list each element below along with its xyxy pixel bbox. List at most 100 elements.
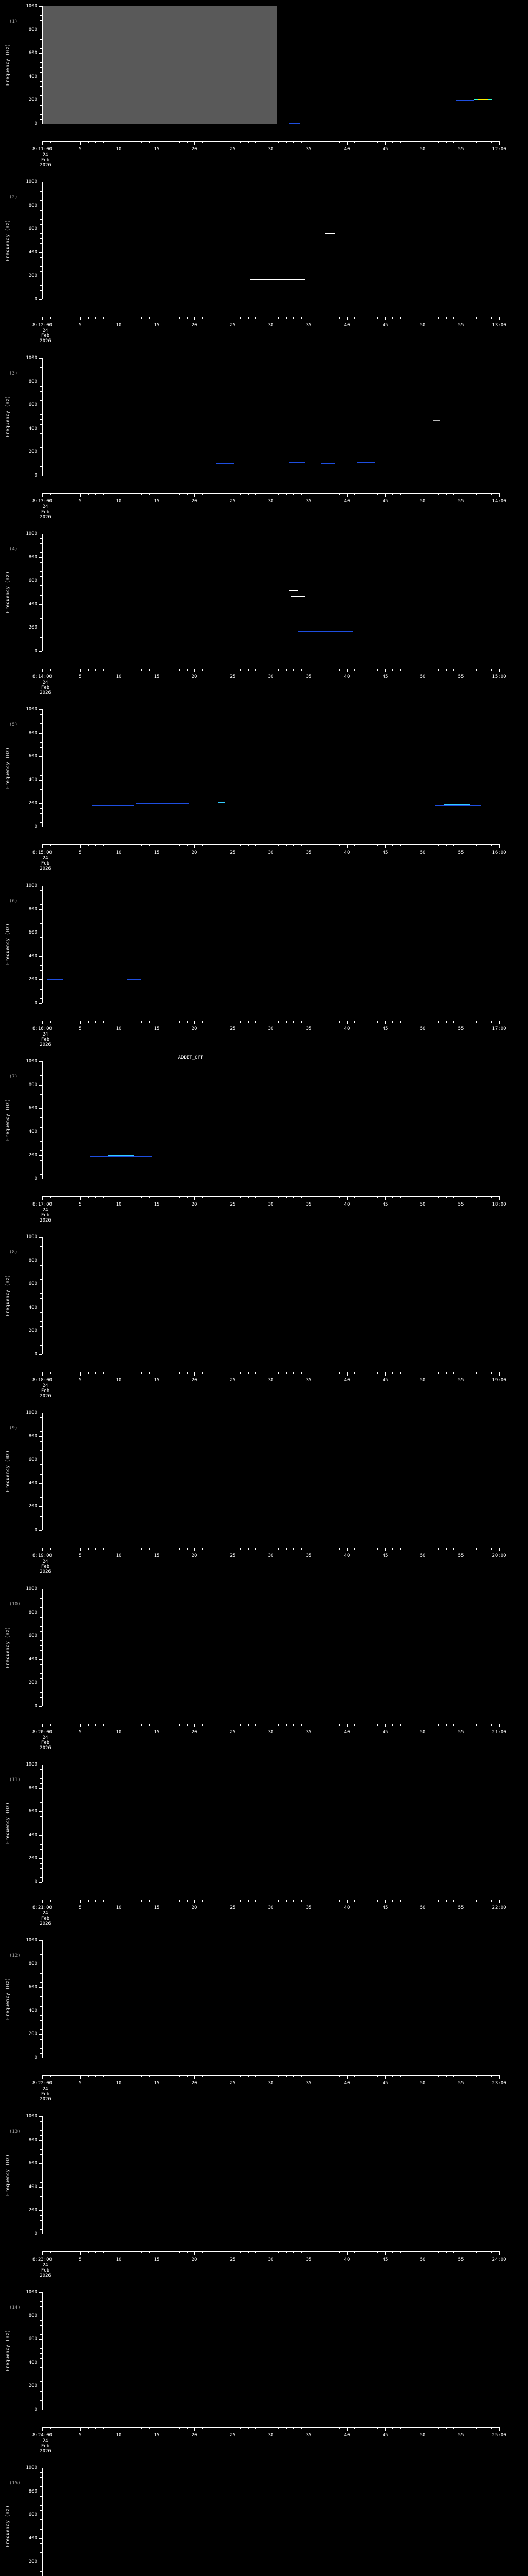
y-tick-minor [40, 1474, 42, 1475]
y-tick-minor [40, 562, 42, 563]
x-tick-label: 40 [344, 2257, 350, 2262]
y-tick-label: 0 [34, 297, 37, 302]
y-tick-major [39, 651, 42, 652]
spectrogram-trace [298, 631, 353, 632]
x-tick-minor [50, 1548, 51, 1550]
x-tick-major [385, 844, 386, 848]
x-tick-minor [476, 317, 477, 319]
y-tick-label: 400 [28, 1481, 37, 1486]
x-tick-label: 15 [154, 1026, 160, 1031]
x-tick-major [80, 844, 81, 848]
y-tick-minor [40, 119, 42, 120]
x-tick-minor [240, 1900, 241, 1902]
x-tick-label: 50 [420, 850, 426, 855]
x-tick-label: 5 [79, 1905, 82, 1910]
x-tick-minor [301, 2251, 302, 2253]
y-tick-label: 400 [28, 250, 37, 255]
x-axis-date-stack: 24 Feb 2026 [40, 152, 51, 168]
y-tick-minor [40, 39, 42, 40]
x-tick-label: 14:00 [492, 499, 506, 504]
date-month: Feb [41, 1213, 50, 1218]
y-tick-minor [40, 114, 42, 115]
y-tick-minor [40, 1127, 42, 1128]
y-tick-major [39, 604, 42, 605]
x-tick-minor [202, 2075, 203, 2077]
x-tick-minor [446, 1372, 447, 1374]
x-tick-minor [278, 2075, 279, 2077]
y-tick-minor [40, 1265, 42, 1266]
y-tick-minor [40, 1497, 42, 1498]
x-tick-minor [255, 844, 256, 846]
x-tick-minor [248, 1021, 249, 1023]
y-tick-minor [40, 998, 42, 999]
x-tick-minor [240, 141, 241, 143]
x-tick-major [194, 493, 195, 497]
x-tick-label: 25 [229, 147, 236, 152]
x-tick-minor [95, 317, 96, 319]
x-tick-minor [187, 317, 188, 319]
x-tick-minor [179, 1196, 180, 1198]
x-tick-label: 5 [79, 850, 82, 855]
x-tick-label: 45 [382, 674, 388, 680]
y-tick-minor [40, 2519, 42, 2520]
x-tick-minor [141, 141, 142, 143]
date-year: 2026 [40, 338, 51, 344]
y-tick-minor [40, 1117, 42, 1118]
x-tick-label: 30 [268, 1905, 274, 1910]
x-tick-minor [293, 1900, 294, 1902]
x-tick-minor [240, 1724, 241, 1726]
x-tick-minor [293, 141, 294, 143]
x-tick-minor [377, 1196, 378, 1198]
x-tick-minor [187, 844, 188, 846]
x-tick-minor [286, 493, 287, 495]
x-tick-label: 15 [154, 2257, 160, 2262]
date-day: 24 [42, 1383, 48, 1388]
x-tick-label: 55 [458, 147, 464, 152]
y-tick-label: 400 [28, 2360, 37, 2365]
y-tick-minor [40, 1431, 42, 1432]
y-tick-minor [40, 105, 42, 106]
x-tick-minor [446, 141, 447, 143]
spectrogram-trace [289, 462, 305, 463]
x-tick-minor [95, 1196, 96, 1198]
plot-area-13 [42, 2116, 499, 2234]
y-tick-minor [40, 1075, 42, 1076]
x-tick-minor [202, 1372, 203, 1374]
date-month: Feb [41, 510, 50, 515]
y-tick-label: 1000 [26, 1938, 37, 1943]
x-tick-label: 55 [458, 1202, 464, 1207]
y-tick-minor [40, 1441, 42, 1442]
y-tick-major [39, 1108, 42, 1109]
x-tick-minor [400, 493, 401, 495]
date-year: 2026 [40, 1218, 51, 1223]
y-tick-minor [40, 1094, 42, 1095]
y-tick-minor [40, 2334, 42, 2335]
y-tick-label: 200 [28, 2559, 37, 2564]
y-tick-major [39, 756, 42, 757]
y-tick-minor [40, 1326, 42, 1327]
x-tick-minor [240, 669, 241, 671]
x-tick-minor [491, 1724, 492, 1726]
x-tick-major [80, 1724, 81, 1727]
y-tick-label: 800 [28, 555, 37, 560]
spectrogram-trace [456, 100, 474, 101]
y-tick-label: 600 [28, 402, 37, 408]
x-tick-minor [476, 1372, 477, 1374]
x-tick-minor [286, 1548, 287, 1550]
x-tick-minor [286, 141, 287, 143]
x-tick-minor [339, 2251, 340, 2253]
x-tick-label: 25 [229, 674, 236, 680]
y-tick-minor [40, 2325, 42, 2326]
y-tick-minor [40, 904, 42, 905]
x-tick-major [499, 1196, 500, 1200]
x-tick-major [499, 2427, 500, 2431]
x-tick-label: 24:00 [492, 2257, 506, 2262]
x-tick-minor [187, 669, 188, 671]
x-tick-minor [50, 1724, 51, 1726]
x-axis-date-stack: 24 Feb 2026 [40, 1032, 51, 1047]
x-tick-minor [278, 2427, 279, 2429]
y-tick-label: 200 [28, 1504, 37, 1509]
x-tick-minor [149, 1021, 150, 1023]
